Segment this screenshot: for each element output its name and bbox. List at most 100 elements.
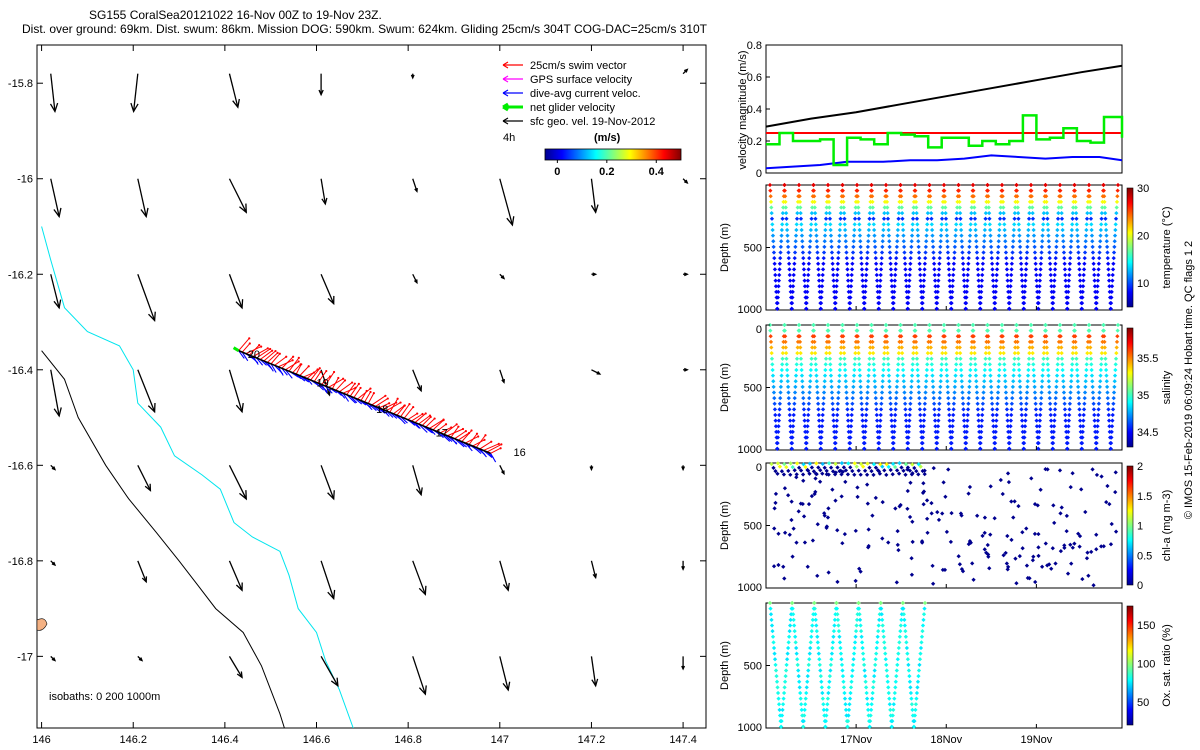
section-sample [806,468,811,473]
section-sample [951,412,956,418]
section-sample [971,334,976,339]
section-sample [780,351,785,356]
section-sample [852,222,857,227]
section-sample [973,233,979,238]
section-sample [1097,390,1102,395]
section-sample [833,470,838,475]
section-sample [796,509,801,514]
section-sample [1011,373,1016,378]
section-sample [869,182,874,188]
section-sample [954,216,959,221]
section-sample [797,328,802,333]
section-sample [881,222,886,227]
swim-vector [421,416,432,426]
figure-subtitle: Dist. over ground: 69km. Dist. swum: 86k… [22,22,708,36]
section-sample [882,205,887,210]
section-sample [778,244,783,249]
section-sample [907,278,912,283]
section-sample [784,211,789,216]
section-sample [772,407,778,412]
section-sample [1032,501,1038,507]
section-sample [959,379,964,384]
section-sample [845,418,851,423]
section-sample [880,384,885,389]
section-sample [870,345,875,350]
section-sample [866,233,871,238]
section-sample [1050,446,1055,451]
geo-vector [412,656,426,695]
section-sample [914,345,919,350]
section-sample [787,418,793,423]
section-sample [905,306,910,311]
geo-vector [137,465,151,491]
section-sample [813,612,818,617]
section-sample [805,278,811,283]
speed-colorbar-tick-label: 0.4 [649,166,665,178]
section-sample [801,478,806,483]
section-sample [1047,244,1052,249]
section-sample [1022,429,1027,434]
section-sample [982,373,987,378]
section-sample [775,471,780,476]
section-sample [1112,384,1117,389]
section-sample [818,306,823,311]
swim-vector-head [269,347,272,351]
swim-vector-head [260,345,263,348]
section-sample [881,356,887,361]
section-sample [780,222,785,227]
section-sample [996,384,1001,389]
section-sample [891,435,897,440]
section-sample [836,396,841,401]
legend-swatch-head [502,117,509,125]
section-sample [815,390,820,395]
section-sample [1051,424,1057,429]
section-sample [871,351,876,356]
section-sample [1105,250,1110,255]
section-sample [771,640,776,645]
section-sample [1034,418,1039,423]
section-sample [1008,284,1013,289]
section-sample [895,662,900,667]
section-sample [855,485,860,490]
section-sample [1105,390,1110,395]
section-sample [1004,396,1009,401]
section-sample [960,261,966,266]
section-sample [981,244,986,249]
section-sample [809,634,814,639]
section-sample [814,227,819,233]
section-sample [1077,412,1082,418]
section-sample [785,379,790,384]
section-sample [935,429,940,434]
geo-vector-head [147,402,156,414]
section-sample [1070,216,1075,221]
section-sample [770,629,775,634]
section-sample [777,272,782,278]
net-velocity-vector [232,346,240,352]
section-sample [974,379,979,384]
section-sample [1024,526,1029,531]
section-sample [867,351,872,356]
section-sample [807,384,812,389]
section-sample [1032,390,1038,395]
section-sample [1047,384,1052,389]
section-sample [902,244,907,249]
section-sample [885,674,890,679]
section-sample [775,435,781,440]
section-sample [798,205,803,210]
section-sample [1084,356,1090,361]
section-sample [899,465,904,470]
section-sample [817,662,822,667]
section-sample [1095,418,1101,423]
swim-vector [342,387,356,394]
section-sample [945,239,950,244]
geo-vector [137,369,156,413]
section-sample [966,401,971,406]
section-sample [787,278,793,283]
section-sample [910,367,915,373]
section-sample [1024,396,1029,401]
swim-vector [472,439,485,447]
section-sample [885,679,890,684]
section-sample [910,539,915,544]
section-sample [1026,222,1031,227]
section-sample [914,211,919,216]
